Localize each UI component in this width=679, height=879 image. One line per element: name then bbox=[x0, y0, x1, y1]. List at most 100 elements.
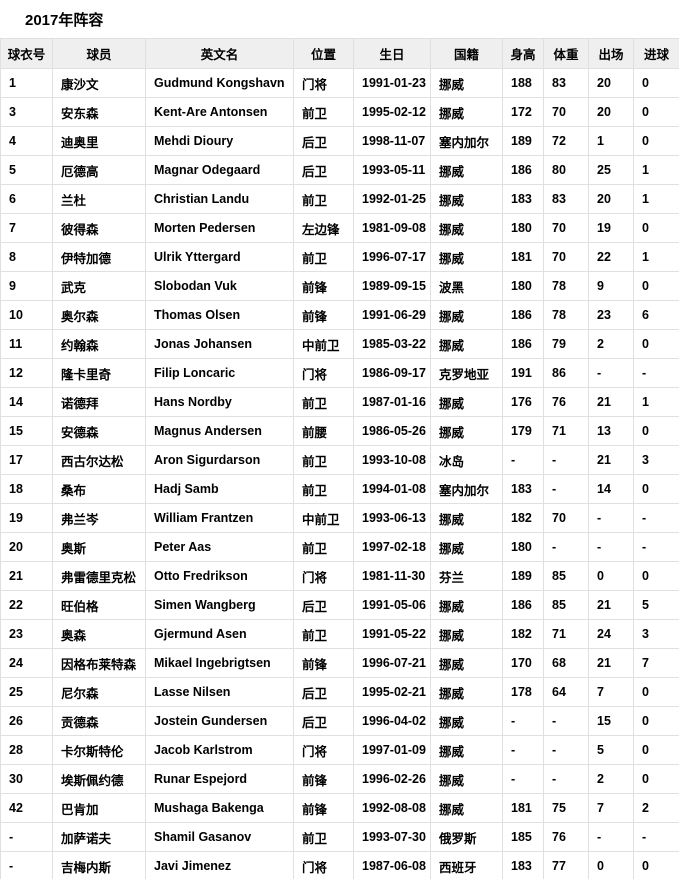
table-cell: 18 bbox=[0, 474, 53, 504]
table-cell: 5 bbox=[0, 155, 53, 185]
table-cell: 170 bbox=[502, 648, 544, 678]
table-cell: 30 bbox=[0, 764, 53, 794]
table-cell: 20 bbox=[588, 68, 634, 98]
table-cell: Peter Aas bbox=[145, 532, 294, 562]
table-cell: 安东森 bbox=[52, 97, 146, 127]
table-cell: 前锋 bbox=[293, 300, 354, 330]
table-cell: 1 bbox=[0, 68, 53, 98]
table-cell: 183 bbox=[502, 474, 544, 504]
table-row: 20 奥斯 Peter Aas 前卫 1997-02-18 挪威 180- - - bbox=[0, 532, 679, 562]
table-cell: 1996-07-21 bbox=[353, 648, 431, 678]
table-cell: 门将 bbox=[293, 735, 354, 765]
table-cell: 卡尔斯特伦 bbox=[52, 735, 146, 765]
table-cell: - bbox=[543, 445, 589, 475]
table-cell: 挪威 bbox=[430, 532, 503, 562]
table-row: 18 桑布 Hadj Samb 前卫 1994-01-08 塞内加尔 183-14 0 bbox=[0, 474, 679, 504]
table-cell: 0 bbox=[633, 561, 679, 591]
table-cell: 186 bbox=[502, 300, 544, 330]
table-cell: 189 bbox=[502, 126, 544, 156]
table-cell: 188 bbox=[502, 68, 544, 98]
table-cell: - bbox=[543, 706, 589, 736]
table-cell: 20 bbox=[588, 184, 634, 214]
table-cell: 诺德拜 bbox=[52, 387, 146, 417]
table-cell: 1991-06-29 bbox=[353, 300, 431, 330]
table-cell: 吉梅内斯 bbox=[52, 851, 146, 879]
table-cell: 武克 bbox=[52, 271, 146, 301]
table-cell: Simen Wangberg bbox=[145, 590, 294, 620]
table-cell: 0 bbox=[633, 213, 679, 243]
table-cell: 21 bbox=[588, 590, 634, 620]
table-cell: 1992-01-25 bbox=[353, 184, 431, 214]
column-header: 进球 bbox=[633, 38, 679, 69]
table-row: 9 武克 Slobodan Vuk 前锋 1989-09-15 波黑 180 78 9 0 bbox=[0, 271, 679, 301]
column-header: 英文名 bbox=[145, 38, 294, 69]
table-row: 10 奥尔森 Thomas Olsen 前锋 1991-06-29 挪威 186 78 23 6 bbox=[0, 300, 679, 330]
table-cell: 83 bbox=[543, 68, 589, 98]
table-cell: 1997-01-09 bbox=[353, 735, 431, 765]
table-cell: 挪威 bbox=[430, 648, 503, 678]
table-cell: 21 bbox=[588, 445, 634, 475]
table-cell: 180 bbox=[502, 213, 544, 243]
table-row: 24 因格布莱特森 Mikael Ingebrigtsen 前锋 1996-07-21 挪… bbox=[0, 648, 679, 678]
table-cell: 挪威 bbox=[430, 242, 503, 272]
table-cell: 7 bbox=[588, 677, 634, 707]
table-cell: 1 bbox=[588, 126, 634, 156]
table-cell: Hans Nordby bbox=[145, 387, 294, 417]
table-cell: 70 bbox=[543, 213, 589, 243]
table-cell: 前卫 bbox=[293, 474, 354, 504]
table-cell: 186 bbox=[502, 590, 544, 620]
table-cell: 前卫 bbox=[293, 445, 354, 475]
table-cell: 64 bbox=[543, 677, 589, 707]
table-cell: 20 bbox=[588, 97, 634, 127]
table-cell: 门将 bbox=[293, 68, 354, 98]
table-cell: 1997-02-18 bbox=[353, 532, 431, 562]
table-cell: 加萨诺夫 bbox=[52, 822, 146, 852]
table-header: 球衣号 球员 英文名 位置 生日 国籍 身高 体重 出场 进球 bbox=[0, 38, 679, 69]
table-cell: 1 bbox=[633, 387, 679, 417]
table-cell: 1994-01-08 bbox=[353, 474, 431, 504]
table-cell: 挪威 bbox=[430, 503, 503, 533]
table-cell: 奥森 bbox=[52, 619, 146, 649]
table-cell: 0 bbox=[633, 126, 679, 156]
table-cell: 11 bbox=[0, 329, 53, 359]
table-cell: Javi Jimenez bbox=[145, 851, 294, 879]
table-cell: Runar Espejord bbox=[145, 764, 294, 794]
table-cell: 1 bbox=[633, 155, 679, 185]
table-cell: 中前卫 bbox=[293, 503, 354, 533]
table-cell: 0 bbox=[633, 851, 679, 879]
table-cell: 兰杜 bbox=[52, 184, 146, 214]
table-row: 15 安德森 Magnus Andersen 前腰 1986-05-26 挪威 179 71 1… bbox=[0, 416, 679, 446]
table-cell: 1996-04-02 bbox=[353, 706, 431, 736]
table-cell: 23 bbox=[0, 619, 53, 649]
table-cell: 挪威 bbox=[430, 329, 503, 359]
table-cell: 1995-02-21 bbox=[353, 677, 431, 707]
table-cell: 1998-11-07 bbox=[353, 126, 431, 156]
table-cell: Shamil Gasanov bbox=[145, 822, 294, 852]
table-cell: - bbox=[588, 358, 634, 388]
column-header: 生日 bbox=[353, 38, 431, 69]
table-cell: 0 bbox=[633, 97, 679, 127]
table-cell: 0 bbox=[633, 706, 679, 736]
table-cell: 挪威 bbox=[430, 619, 503, 649]
table-cell: Lasse Nilsen bbox=[145, 677, 294, 707]
column-header: 出场 bbox=[588, 38, 634, 69]
table-cell: 1 bbox=[633, 184, 679, 214]
table-cell: 180 bbox=[502, 271, 544, 301]
table-cell: 0 bbox=[633, 416, 679, 446]
table-cell: 后卫 bbox=[293, 706, 354, 736]
table-cell: 奥斯 bbox=[52, 532, 146, 562]
table-cell: Magnar Odegaard bbox=[145, 155, 294, 185]
table-cell: - bbox=[543, 474, 589, 504]
table-cell: Filip Loncaric bbox=[145, 358, 294, 388]
table-cell: - bbox=[543, 735, 589, 765]
table-cell: Mikael Ingebrigtsen bbox=[145, 648, 294, 678]
table-cell: 约翰森 bbox=[52, 329, 146, 359]
table-cell: 42 bbox=[0, 793, 53, 823]
table-cell: 10 bbox=[0, 300, 53, 330]
table-cell: 5 bbox=[588, 735, 634, 765]
table-cell: 前锋 bbox=[293, 271, 354, 301]
table-cell: 挪威 bbox=[430, 764, 503, 794]
table-cell: 25 bbox=[588, 155, 634, 185]
table-cell: 1991-05-06 bbox=[353, 590, 431, 620]
table-cell: 76 bbox=[543, 387, 589, 417]
